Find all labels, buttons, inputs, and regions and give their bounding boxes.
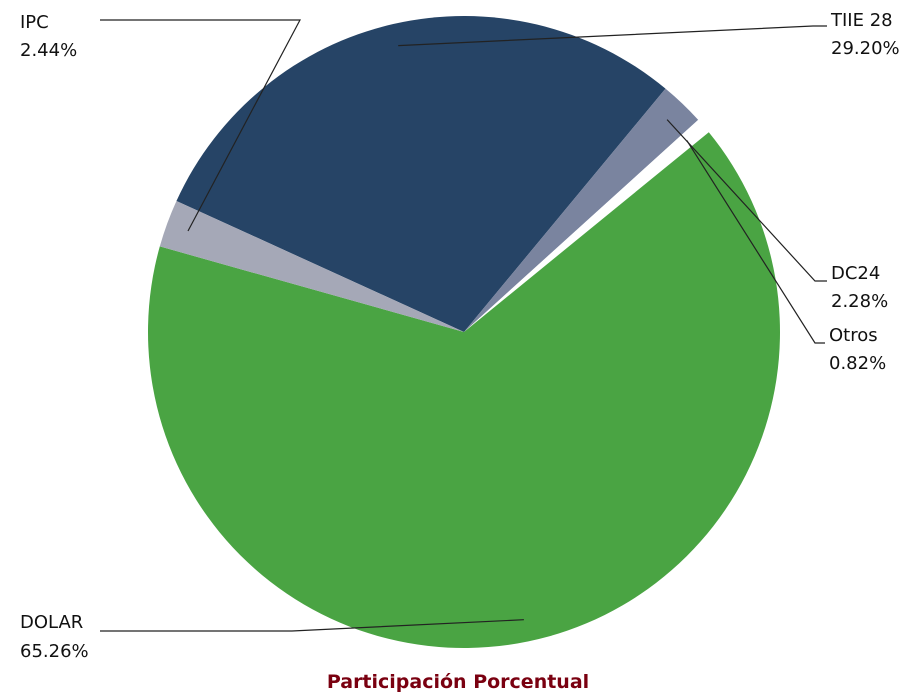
slice-labels: TIIE 28 29.20% DC24 2.28% Otros 0.82% DOLAR 65.… [20,10,900,662]
pie-slices [147,16,780,648]
slice-label: DC24 [831,263,880,284]
slice-label: DOLAR [20,612,83,633]
leader-line-dc24 [666,119,827,282]
leader-line-ipc [100,19,301,232]
leader-line-dolar [100,619,524,632]
leader-lines [100,19,827,632]
slice-label: TIIE 28 [830,10,893,31]
slice-ipc [159,200,464,332]
slice-dc24 [464,88,699,332]
slice-otros [464,119,709,332]
slice-label: Otros [829,325,878,346]
chart-title: Participación Porcentual [327,671,589,693]
leader-line-otros [686,140,825,344]
slice-dolar [147,132,780,648]
slice-tiie-28 [176,16,666,332]
slice-label: IPC [20,12,49,33]
leader-line-tiie-28 [398,25,827,47]
slice-value-label: 0.82% [829,353,886,374]
slice-value-label: 2.28% [831,291,888,312]
slice-value-label: 2.44% [20,40,77,61]
slice-value-label: 29.20% [831,38,900,59]
slice-value-label: 65.26% [20,641,89,662]
